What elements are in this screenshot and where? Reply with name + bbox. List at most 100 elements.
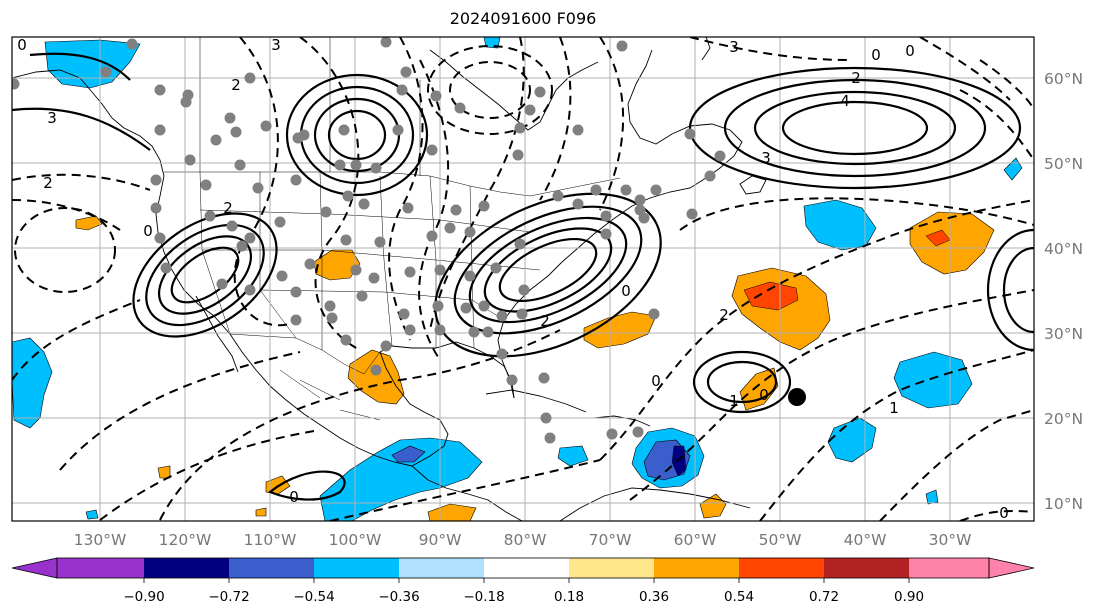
contour-label: 4 bbox=[840, 92, 850, 110]
coast-baja bbox=[195, 295, 239, 373]
shade-blue-small-s bbox=[925, 489, 939, 505]
colorbar-bin bbox=[144, 558, 229, 578]
contour-label: 0 bbox=[759, 386, 769, 404]
colorbar-frame bbox=[56, 557, 990, 579]
map-title: 2024091600 F096 bbox=[449, 9, 597, 28]
lon-label: 40°W bbox=[844, 531, 887, 549]
colorbar-bin bbox=[314, 558, 399, 578]
contour-label: 3 bbox=[761, 149, 771, 167]
border-us-canada bbox=[164, 171, 621, 197]
shade-orange-tiny bbox=[255, 507, 267, 517]
contour-label: 0 bbox=[17, 36, 27, 54]
colorbar-bin bbox=[654, 558, 739, 578]
shade-blue-atl-s bbox=[827, 417, 877, 463]
shade-blue-small-bot bbox=[85, 509, 99, 520]
colorbar-bin bbox=[739, 558, 824, 578]
contour-label: 2 bbox=[43, 174, 53, 192]
colorbar-bin bbox=[399, 558, 484, 578]
contour-label: 0 bbox=[651, 372, 661, 390]
contour-label: 2 bbox=[223, 199, 233, 217]
colorbar-bin bbox=[569, 558, 654, 578]
shade-orange-atl-ne bbox=[909, 211, 995, 275]
lon-label: 70°W bbox=[589, 531, 632, 549]
contour-label: 0 bbox=[621, 282, 631, 300]
shade-blue-pr bbox=[557, 445, 589, 467]
lon-label: 30°W bbox=[929, 531, 972, 549]
lat-label: 60°N bbox=[1044, 70, 1083, 88]
colorbar-tick-label: 0.90 bbox=[894, 589, 924, 605]
lat-label: 40°N bbox=[1044, 240, 1083, 258]
map-frame bbox=[11, 36, 1035, 522]
contour-labels: 0 3 3 4 2 2 3 2 3 0 0 0 2 2 0 0 0 2 1 1 … bbox=[17, 36, 1009, 522]
shade-blue-alaska bbox=[44, 39, 141, 89]
contour-label: 3 bbox=[729, 38, 739, 56]
coast-newfoundland bbox=[739, 175, 767, 195]
lat-label: 10°N bbox=[1044, 495, 1083, 513]
solid-contours bbox=[12, 52, 1034, 501]
lon-label: 60°W bbox=[674, 531, 717, 549]
station-dots bbox=[12, 37, 726, 444]
colorbar-tick-label: 0.72 bbox=[809, 589, 839, 605]
coast-southam bbox=[559, 487, 751, 521]
contour-label: 3 bbox=[271, 36, 281, 54]
map-background bbox=[12, 37, 1034, 521]
storm-marker bbox=[788, 388, 806, 406]
lon-label: 50°W bbox=[759, 531, 802, 549]
shaded-anomalies bbox=[12, 37, 1023, 521]
latitude-labels: 60°N 50°N 40°N 30°N 20°N 10°N bbox=[1044, 70, 1083, 513]
colorbar-tick-label: −0.54 bbox=[293, 589, 334, 605]
colorbar-tick-label: 0.54 bbox=[724, 589, 754, 605]
coast-cuba bbox=[485, 389, 587, 413]
contour-label: 2 bbox=[851, 69, 861, 87]
contour-label: 0 bbox=[289, 488, 299, 506]
lat-label: 50°N bbox=[1044, 155, 1083, 173]
shade-blue-pacific-w bbox=[12, 337, 53, 429]
contour-label: 1 bbox=[889, 399, 899, 417]
colorbar-tick-label: −0.36 bbox=[378, 589, 419, 605]
border-states-4 bbox=[379, 175, 393, 347]
coast-east bbox=[497, 177, 707, 399]
colorbar-bin bbox=[229, 558, 314, 578]
colorbar: −0.90 −0.72 −0.54 −0.36 −0.18 0.18 0.36 … bbox=[11, 557, 1035, 605]
contour-label: 3 bbox=[47, 109, 57, 127]
lon-label: 110°W bbox=[244, 531, 297, 549]
shade-red-atl-big bbox=[743, 281, 799, 311]
colorbar-bin bbox=[909, 558, 989, 578]
shade-darkblue-centralam bbox=[391, 445, 426, 463]
colorbar-bin bbox=[57, 558, 144, 578]
lon-label: 130°W bbox=[74, 531, 127, 549]
shade-orange-pac bbox=[75, 215, 103, 231]
coast-centralam bbox=[411, 465, 523, 521]
lat-label: 20°N bbox=[1044, 410, 1083, 428]
border-states-6 bbox=[469, 185, 475, 349]
contour-label: 1 bbox=[729, 392, 739, 410]
colorbar-tick-label: −0.18 bbox=[463, 589, 504, 605]
contour-label: 0 bbox=[999, 504, 1009, 522]
contour-label: 2 bbox=[540, 312, 550, 330]
colorbar-bin bbox=[484, 558, 569, 578]
colorbar-extend-low bbox=[11, 557, 58, 579]
shade-orange-small bbox=[157, 465, 171, 479]
lon-label: 100°W bbox=[329, 531, 382, 549]
border-states-9 bbox=[259, 289, 505, 321]
colorbar-tick-label: 0.36 bbox=[639, 589, 669, 605]
shade-navy-caribbean bbox=[671, 445, 687, 477]
coast-alaska bbox=[12, 69, 165, 177]
contour-label: 0 bbox=[871, 46, 881, 64]
contour-label: 0 bbox=[905, 42, 915, 60]
colorbar-tick-label: −0.90 bbox=[123, 589, 164, 605]
longitude-labels: 130°W 120°W 110°W 100°W 90°W 80°W 70°W 6… bbox=[74, 531, 972, 549]
contour-label: 2 bbox=[719, 306, 729, 324]
shade-blue-atl-e bbox=[893, 351, 973, 409]
lat-label: 30°N bbox=[1044, 325, 1083, 343]
coast-canada-east bbox=[627, 49, 743, 179]
border-states-7 bbox=[202, 249, 541, 271]
colorbar-extend-high bbox=[988, 557, 1035, 579]
border-states-8 bbox=[199, 209, 531, 233]
contour-label: 0 bbox=[143, 222, 153, 240]
shade-blue-centralam bbox=[319, 437, 483, 521]
colorbar-tick-label: −0.72 bbox=[208, 589, 249, 605]
lon-label: 120°W bbox=[159, 531, 212, 549]
lon-label: 90°W bbox=[419, 531, 462, 549]
